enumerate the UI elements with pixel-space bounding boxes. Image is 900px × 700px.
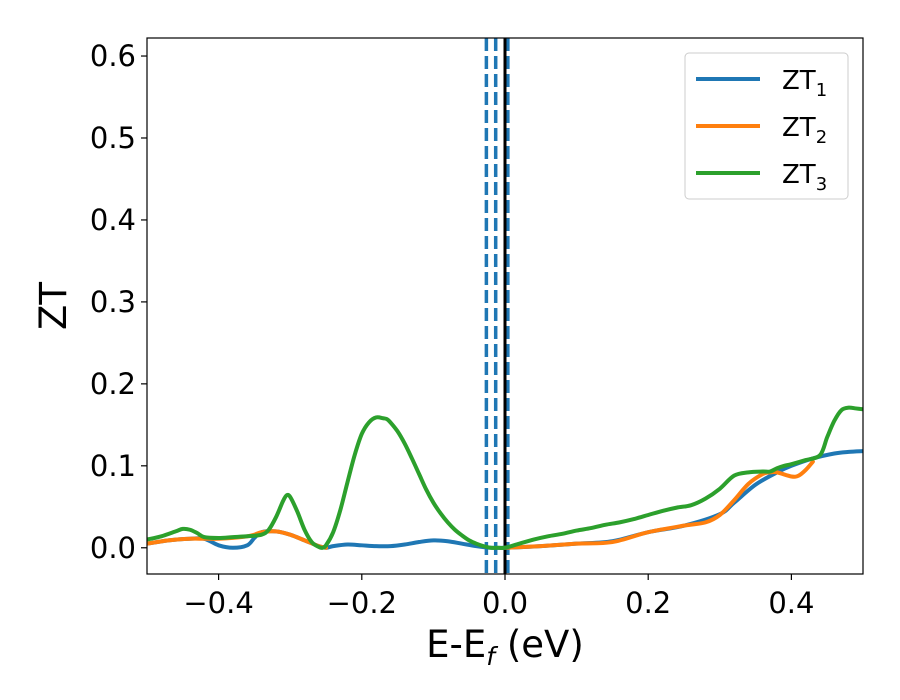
- legend-box: [684, 52, 849, 200]
- x-axis-label: E-Ef (eV): [426, 623, 584, 671]
- legend-label-zt3: ZT3: [782, 160, 827, 195]
- y-axis-label: ZT: [32, 282, 75, 330]
- legend-label-zt2: ZT2: [782, 113, 827, 148]
- x-tick-label: 0.0: [482, 586, 528, 620]
- x-tick-label: 0.2: [625, 586, 671, 620]
- vertical-lines: [484, 38, 510, 574]
- legend: ZT1 ZT2 ZT3: [684, 52, 849, 200]
- y-tick-label: 0.2: [90, 367, 136, 401]
- y-tick-label: 0.5: [90, 121, 136, 155]
- x-axis-ticks: −0.4 −0.2 0.0 0.2 0.4: [183, 574, 814, 620]
- x-tick-label: −0.2: [327, 586, 397, 620]
- y-tick-label: 0.0: [90, 531, 136, 565]
- y-axis-ticks: 0.0 0.1 0.2 0.3 0.4 0.5 0.6: [90, 39, 147, 565]
- legend-label-zt1: ZT1: [782, 66, 827, 101]
- y-tick-label: 0.3: [90, 285, 136, 319]
- series-line-zt1: [147, 449, 863, 550]
- y-tick-label: 0.4: [90, 203, 136, 237]
- series-lines: [147, 405, 863, 551]
- y-tick-label: 0.1: [90, 449, 136, 483]
- x-tick-label: −0.4: [183, 586, 253, 620]
- x-tick-label: 0.4: [768, 586, 814, 620]
- series-line-zt3: [147, 405, 863, 551]
- y-tick-label: 0.6: [90, 39, 136, 73]
- series-line-zt2-part2: [503, 459, 815, 550]
